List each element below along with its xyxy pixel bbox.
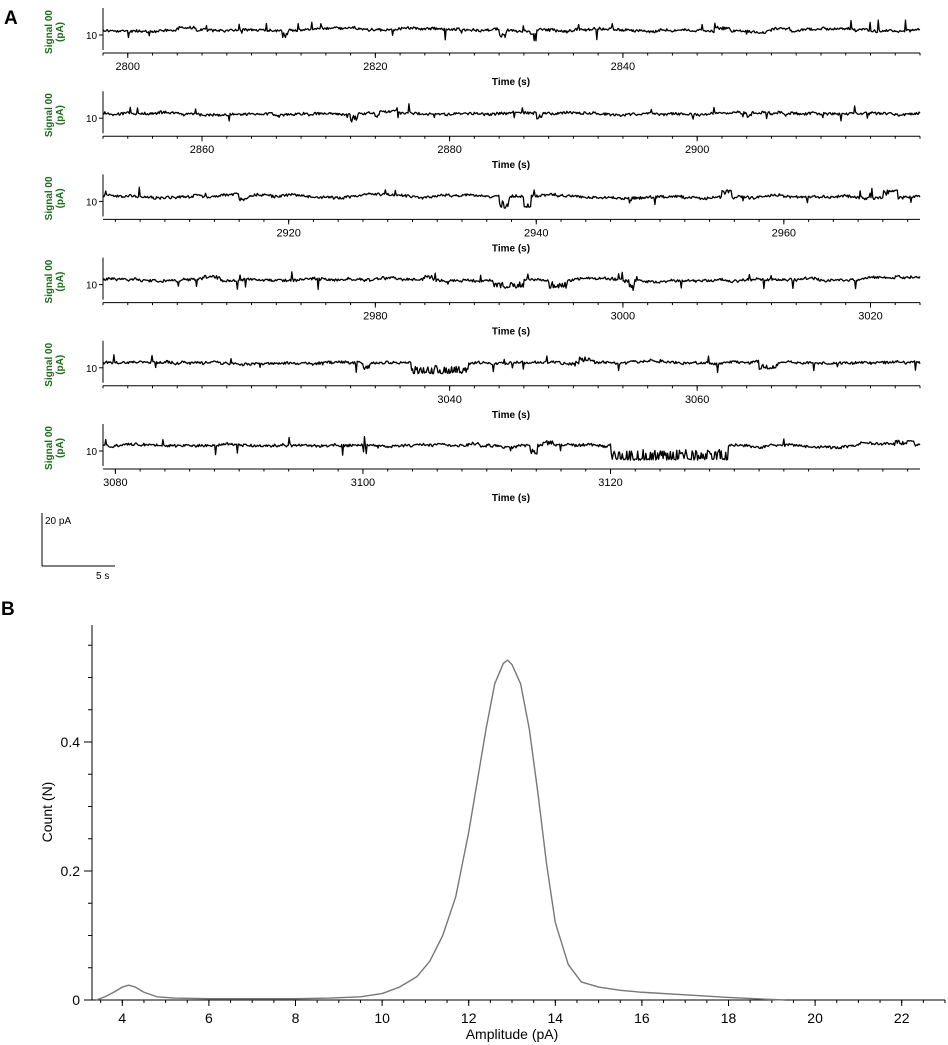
- x-tick-label: 8: [292, 1010, 300, 1026]
- x-axis-title: Time (s): [492, 160, 530, 171]
- x-tick-label: 2960: [772, 227, 796, 239]
- trace-row: 10 Signal 00(pA) 2920 2940 2960 Time (s): [44, 174, 921, 254]
- y-axis-label-line: Signal 00: [44, 426, 55, 470]
- x-tick-label: 6: [205, 1010, 213, 1026]
- x-tick-label: 3040: [437, 394, 461, 406]
- x-tick-label: 2980: [363, 311, 387, 323]
- x-tick-label: 2800: [116, 61, 140, 73]
- x-tick-label: 4: [118, 1010, 126, 1026]
- y-axis-label: Signal 00(pA): [44, 342, 66, 386]
- y-tick-label: 10: [86, 197, 98, 208]
- current-trace: [102, 19, 921, 42]
- amplitude-histogram: 0 0.2 0.4 4 6 8 10 12 14 16 18 20 22 Amplitude (pA) Co…: [39, 625, 946, 1042]
- y-axis-label-line: Signal 00: [44, 342, 55, 386]
- x-tick-label: 2920: [276, 227, 300, 239]
- y-axis-label-line: Signal 00: [44, 176, 55, 220]
- trace-row: 10 Signal 00(pA) 2800 2820 2840 Time (s): [44, 8, 921, 88]
- y-tick-label: 0.4: [61, 734, 81, 750]
- x-tick-label: 3060: [685, 394, 709, 406]
- trace-row: 10 Signal 00(pA) 2860 2880 2900 Time (s): [44, 91, 921, 171]
- y-axis-label-unit: (pA): [55, 105, 66, 125]
- trace-row: 10 Signal 00(pA) 2980 3000 3020 Time (s): [44, 257, 921, 338]
- x-tick-label: 2840: [611, 61, 635, 73]
- y-axis-label-unit: (pA): [55, 188, 66, 208]
- x-tick-label: 2880: [437, 144, 461, 156]
- x-tick-label: 2900: [685, 144, 709, 156]
- x-axis-title: Time (s): [492, 493, 530, 504]
- y-tick-label: 10: [86, 31, 98, 42]
- x-tick-label: 14: [548, 1010, 564, 1026]
- x-tick-label: 20: [807, 1010, 823, 1026]
- trace-row: 10 Signal 00(pA) 3080 3100 3120 Time (s): [44, 424, 921, 504]
- scale-bar-y-label: 20 pA: [45, 516, 71, 527]
- current-trace: [102, 271, 921, 292]
- y-axis-label: Signal 00(pA): [44, 259, 66, 303]
- y-axis-label: Signal 00(pA): [44, 10, 66, 54]
- y-tick-label: 0: [72, 992, 80, 1008]
- y-axis-label-line: Signal 00: [44, 10, 55, 54]
- y-tick-label: 10: [86, 281, 98, 292]
- x-tick-label: 12: [461, 1010, 477, 1026]
- x-axis-title: Time (s): [492, 410, 530, 421]
- y-axis-label-unit: (pA): [55, 438, 66, 458]
- y-tick-label: 10: [86, 447, 98, 458]
- y-axis-label: Signal 00(pA): [44, 93, 66, 137]
- x-tick-label: 22: [894, 1010, 910, 1026]
- current-trace: [102, 103, 921, 123]
- y-axis-label-line: Signal 00: [44, 259, 55, 303]
- x-tick-label: 3080: [103, 477, 127, 489]
- y-tick-label: 10: [86, 114, 98, 125]
- current-trace: [102, 354, 921, 375]
- x-tick-label: 2820: [363, 61, 387, 73]
- y-axis-label-unit: (pA): [55, 272, 66, 292]
- x-tick-label: 3000: [611, 311, 635, 323]
- current-trace: [102, 436, 921, 461]
- y-axis-label: Signal 00(pA): [44, 176, 66, 220]
- x-tick-label: 2940: [524, 227, 548, 239]
- y-tick-label: 10: [86, 364, 98, 375]
- y-axis-title: Count (N): [39, 782, 55, 843]
- x-tick-label: 3020: [858, 311, 882, 323]
- x-tick-label: 16: [634, 1010, 650, 1026]
- scale-bar-x-label: 5 s: [96, 571, 109, 582]
- panel-b-label: B: [1, 599, 15, 620]
- x-axis-title: Time (s): [492, 77, 530, 88]
- x-tick-label: 3100: [351, 477, 375, 489]
- y-axis-label-unit: (pA): [55, 355, 66, 375]
- scale-bar: 20 pA 5 s: [41, 513, 115, 582]
- x-tick-label: 2860: [190, 144, 214, 156]
- y-tick-label: 0.2: [61, 863, 81, 879]
- x-tick-label: 3120: [598, 477, 622, 489]
- histogram-curve: [96, 659, 785, 1001]
- x-axis-title: Time (s): [492, 243, 530, 254]
- x-tick-label: 10: [374, 1010, 390, 1026]
- current-trace: [102, 186, 921, 209]
- x-tick-label: 18: [721, 1010, 737, 1026]
- y-axis-label-unit: (pA): [55, 22, 66, 42]
- y-axis-label-line: Signal 00: [44, 93, 55, 137]
- x-axis-title: Time (s): [492, 327, 530, 338]
- panel-a-label: A: [4, 8, 18, 29]
- x-axis-title: Amplitude (pA): [466, 1026, 559, 1042]
- y-axis-label: Signal 00(pA): [44, 426, 66, 470]
- trace-row: 10 Signal 00(pA) 3040 3060 Time (s): [44, 340, 921, 421]
